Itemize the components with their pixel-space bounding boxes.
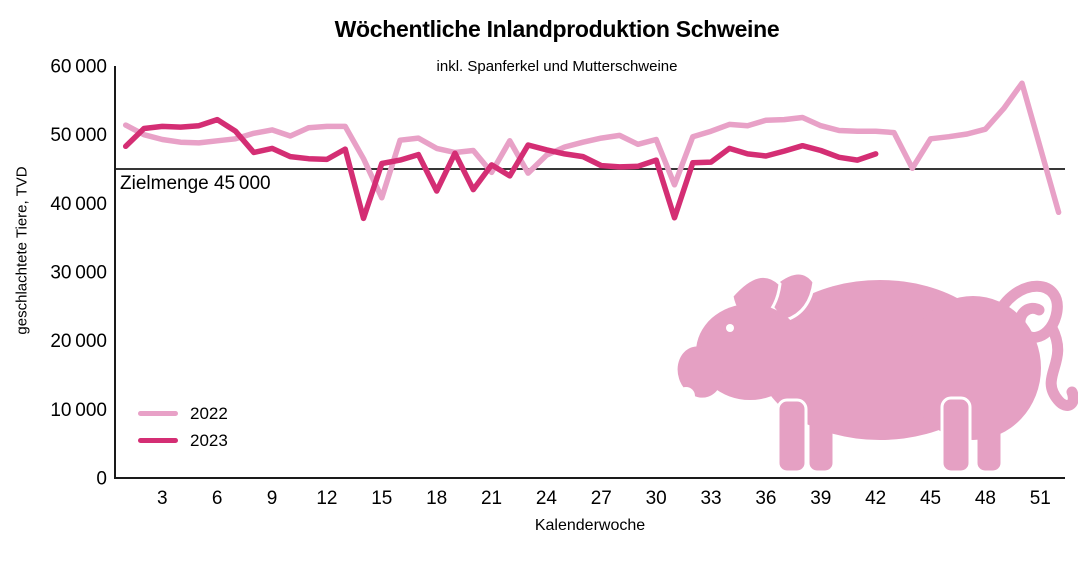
x-tick-label: 51 [1030, 488, 1051, 509]
pig-icon [677, 271, 1078, 474]
legend-swatch-2023 [138, 438, 178, 443]
x-tick-label: 48 [975, 488, 996, 509]
legend-item-2023: 2023 [138, 427, 228, 454]
x-tick-label: 42 [865, 488, 886, 509]
x-tick-label: 3 [157, 488, 168, 509]
y-tick-label: 50 000 [50, 125, 107, 146]
x-axis-title: Kalenderwoche [534, 517, 646, 534]
y-tick-label: 10 000 [50, 400, 107, 421]
y-tick-label: 30 000 [50, 263, 107, 284]
x-tick-label: 21 [481, 488, 502, 509]
chart-title: Wöchentliche Inlandproduktion Schweine [334, 16, 780, 42]
y-axis-title: geschlachtete Tiere, TVD [13, 166, 31, 335]
legend-label-2022: 2022 [190, 403, 228, 423]
x-tick-label: 45 [920, 488, 941, 509]
x-tick-label: 18 [426, 488, 447, 509]
axis-lines [114, 66, 1065, 479]
target-line-label: Zielmenge 45 000 [120, 173, 271, 194]
x-tick-label: 30 [646, 488, 667, 509]
series-2023-line [122, 116, 879, 222]
legend-item-2022: 2022 [138, 400, 228, 427]
y-tick-label: 20 000 [50, 331, 107, 352]
x-tick-label: 39 [810, 488, 831, 509]
x-tick-label: 9 [267, 488, 278, 509]
legend-swatch-2022 [138, 411, 178, 416]
x-tick-label: 36 [755, 488, 776, 509]
x-tick-label: 33 [700, 488, 721, 509]
x-tick-label: 6 [212, 488, 223, 509]
x-tick-label: 15 [371, 488, 392, 509]
y-tick-label: 40 000 [50, 194, 107, 215]
legend: 2022 2023 [138, 400, 228, 454]
x-tick-label: 27 [591, 488, 612, 509]
y-tick-label: 60 000 [50, 57, 107, 78]
y-tick-label: 0 [96, 469, 107, 490]
series-2022-line [122, 80, 1062, 216]
x-tick-label: 24 [536, 488, 558, 509]
chart-subtitle: inkl. Spanferkel und Mutterschweine [436, 58, 678, 75]
x-tick-label: 12 [316, 488, 337, 509]
legend-label-2023: 2023 [190, 430, 228, 450]
